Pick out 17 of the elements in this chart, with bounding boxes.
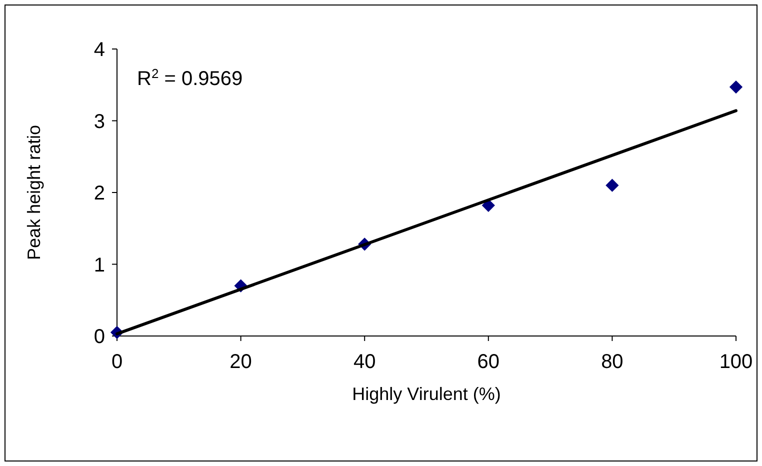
x-tick-label: 20 xyxy=(230,351,252,373)
x-tick-label: 80 xyxy=(601,351,624,373)
x-tick-label: 40 xyxy=(353,351,376,373)
y-axis-title: Peak height ratio xyxy=(24,124,44,260)
y-tick-label: 1 xyxy=(94,254,105,276)
y-tick-label: 2 xyxy=(94,182,105,204)
y-tick-label: 0 xyxy=(94,326,105,348)
y-tick-label: 4 xyxy=(94,39,105,61)
x-tick-label: 0 xyxy=(111,351,123,373)
point xyxy=(606,178,619,192)
annotation: R$^{2}$ = 0.9569 xyxy=(137,66,243,90)
point xyxy=(482,198,495,212)
y-tick-label: 3 xyxy=(94,110,105,133)
x-axis-title: Highly Virulent (%) xyxy=(352,384,501,404)
point xyxy=(729,80,743,94)
x-tick-label: 60 xyxy=(477,351,500,373)
x-tick-label: 100 xyxy=(719,351,753,373)
